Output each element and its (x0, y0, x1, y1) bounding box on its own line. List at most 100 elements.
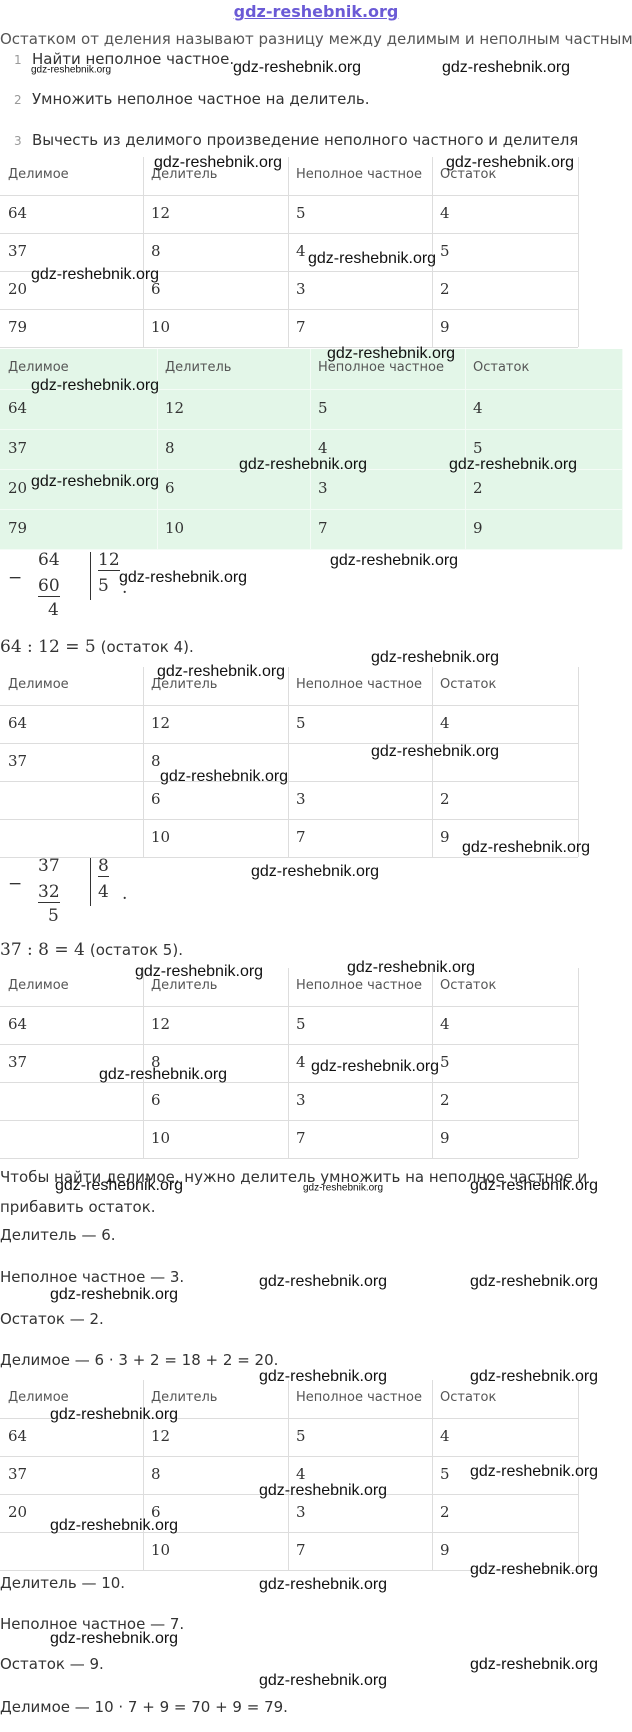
step-text: Умножить неполное частное на делитель. (32, 90, 370, 108)
division-end: . (122, 578, 128, 598)
table-cell: 64 (8, 1015, 28, 1033)
table-cell: 20 (8, 280, 28, 298)
table-cell: 4 (440, 1427, 450, 1445)
col-line (157, 349, 158, 549)
table-header-cell: Неполное частное (296, 1390, 422, 1405)
table-cell: 20 (8, 479, 28, 497)
division-bar (90, 552, 91, 600)
table-header-cell: Делимое (8, 167, 69, 182)
text-line: Остаток — 2. (0, 1310, 104, 1328)
watermark: gdz-reshebnik.org (157, 663, 286, 680)
row-line (0, 469, 622, 470)
col-line (143, 667, 144, 857)
watermark: gdz-reshebnik.org (449, 456, 578, 473)
table-cell: 9 (440, 1541, 450, 1559)
table-header-cell: Остаток (440, 167, 497, 182)
table-cell: 8 (151, 1465, 161, 1483)
watermark: gdz-reshebnik.org (119, 569, 248, 586)
watermark: gdz-reshebnik.org (259, 1576, 388, 1593)
table-cell: 3 (296, 280, 306, 298)
table-cell: 4 (473, 399, 483, 417)
step-number: 3 (14, 134, 22, 148)
table-cell: 8 (151, 242, 161, 260)
table-cell: 10 (151, 1541, 171, 1559)
row-line (0, 857, 578, 858)
divisor: 8 (98, 856, 109, 877)
table-cell: 9 (440, 828, 450, 846)
table-cell: 5 (440, 242, 450, 260)
watermark: gdz-reshebnik.org (442, 59, 571, 76)
table-header-cell: Остаток (440, 677, 497, 692)
table-header-cell: Делитель (151, 167, 218, 182)
table-cell: 10 (165, 519, 185, 537)
row-line (0, 1570, 578, 1571)
row-line (0, 705, 578, 706)
table-header-cell: Неполное частное (296, 978, 422, 993)
table-cell: 6 (151, 1503, 161, 1521)
result-line: 64 : 12 = 5 (остаток 4). (0, 637, 194, 657)
remainder: 5 (48, 906, 59, 926)
table-header-cell: Неполное частное (296, 677, 422, 692)
col-line (578, 157, 579, 347)
watermark: gdz-reshebnik.org (50, 1517, 179, 1534)
col-line (432, 157, 433, 347)
table: Делимое Делитель Неполное частное Остаток 64… (0, 157, 579, 348)
watermark: gdz-reshebnik.org (31, 64, 112, 76)
col-line (432, 968, 433, 1158)
table-cell: 10 (151, 318, 171, 336)
dividend: 37 (38, 856, 60, 876)
row-line (0, 1418, 578, 1419)
row-line (0, 1532, 578, 1533)
col-line (143, 968, 144, 1158)
row-line (0, 743, 578, 744)
table-header-cell: Неполное частное (318, 360, 444, 375)
watermark: gdz-reshebnik.org (31, 377, 160, 394)
table-cell: 9 (440, 1129, 450, 1147)
watermark: gdz-reshebnik.org (446, 154, 575, 171)
table-cell: 9 (440, 318, 450, 336)
row-line (0, 389, 622, 390)
division-bar (90, 858, 91, 906)
watermark: gdz-reshebnik.org (31, 266, 160, 283)
table-cell: 2 (440, 280, 450, 298)
table-cell: 5 (296, 1015, 306, 1033)
col-line (578, 667, 579, 857)
col-line (143, 1380, 144, 1570)
site-title[interactable]: gdz-reshebnik.org (233, 2, 399, 21)
row-line (0, 233, 578, 234)
table: Делимое Делитель Неполное частное Остаток 64… (0, 968, 579, 1159)
table: Делимое Делитель Неполное частное Остаток 64… (0, 349, 623, 550)
text-line: Делимое — 10 · 7 + 9 = 70 + 9 = 79. (0, 1698, 288, 1716)
watermark: gdz-reshebnik.org (371, 649, 500, 666)
watermark: gdz-reshebnik.org (50, 1630, 179, 1647)
watermark: gdz-reshebnik.org (233, 59, 362, 76)
step-text: Найти неполное частное. (32, 50, 235, 68)
step-text: Вычесть из делимого произведение неполно… (32, 131, 579, 149)
row-line (0, 1158, 578, 1159)
table-header-cell: Делитель (151, 1390, 218, 1405)
col-line (465, 349, 466, 549)
table-cell: 8 (165, 439, 175, 457)
table-cell: 7 (296, 828, 306, 846)
row-line (0, 271, 578, 272)
table-cell: 6 (151, 280, 161, 298)
table-cell: 12 (151, 1427, 171, 1445)
table-cell: 64 (8, 1427, 28, 1445)
col-line (310, 349, 311, 549)
table-cell: 12 (165, 399, 185, 417)
table-cell: 3 (296, 1503, 306, 1521)
watermark: gdz-reshebnik.org (251, 863, 380, 880)
row-line (0, 1006, 578, 1007)
text-line: Остаток — 9. (0, 1655, 104, 1673)
table-cell: 4 (296, 1465, 306, 1483)
table-header-cell: Делимое (8, 1390, 69, 1405)
table-header-cell: Делитель (151, 677, 218, 692)
watermark: gdz-reshebnik.org (470, 1561, 599, 1578)
col-line (578, 968, 579, 1158)
watermark: gdz-reshebnik.org (470, 1273, 599, 1290)
watermark: gdz-reshebnik.org (470, 1463, 599, 1480)
watermark: gdz-reshebnik.org (31, 473, 160, 490)
table-cell: 37 (8, 1053, 28, 1071)
table-cell: 5 (318, 399, 328, 417)
divisor: 12 (98, 550, 120, 571)
